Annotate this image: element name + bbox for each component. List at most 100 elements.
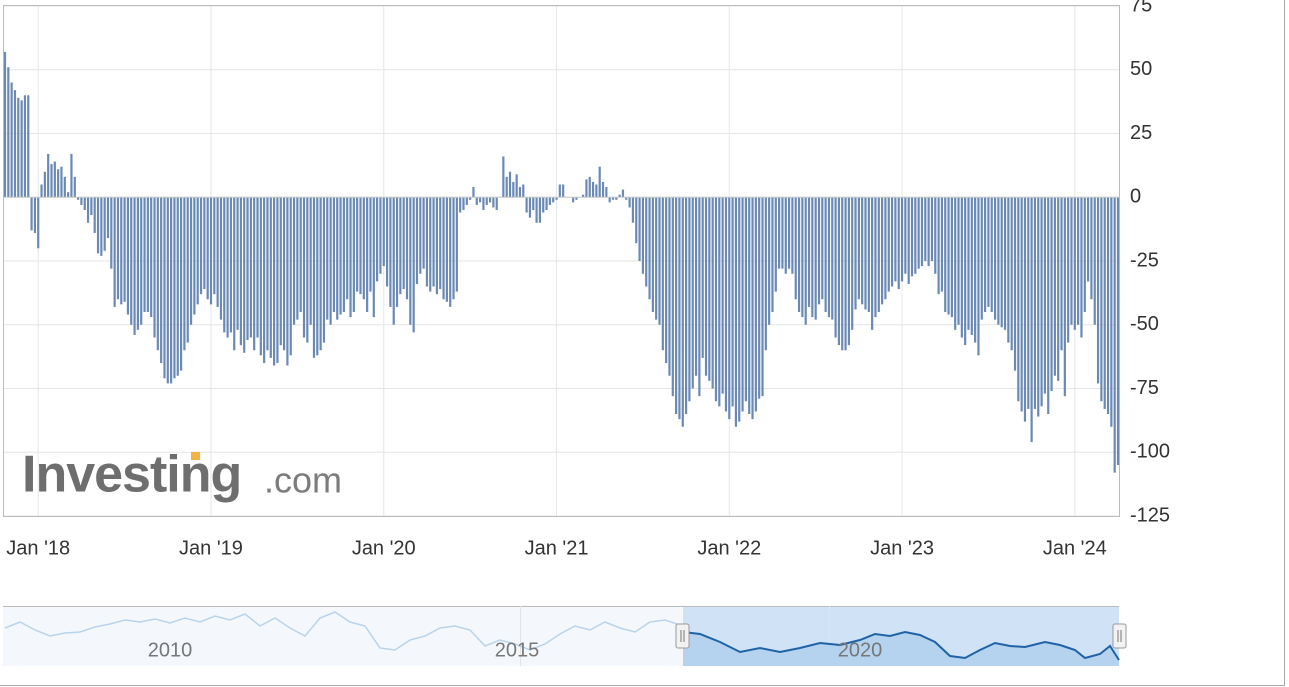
bar (638, 197, 641, 261)
bar (203, 197, 206, 290)
bar (1057, 197, 1060, 381)
bar (960, 197, 963, 338)
bar (23, 95, 27, 198)
bar (465, 197, 468, 205)
bar (186, 197, 189, 343)
bar (591, 181, 595, 198)
bar (797, 197, 801, 312)
bar (482, 197, 485, 210)
bar (173, 197, 176, 379)
bar (123, 197, 126, 302)
bar (628, 197, 631, 208)
bar (1073, 197, 1076, 330)
bar (525, 197, 528, 213)
bar (681, 197, 684, 427)
bar (1116, 197, 1120, 465)
x-tick-label: Jan '21 (525, 537, 589, 559)
bar (233, 197, 236, 351)
navigator-label: 2010 (148, 639, 193, 661)
bar (17, 97, 20, 198)
bar (598, 166, 601, 198)
bar (243, 197, 246, 353)
bar (814, 197, 817, 320)
bar (585, 179, 588, 198)
bar (954, 197, 957, 330)
bar (302, 197, 306, 338)
bar (811, 197, 814, 318)
bar (1106, 197, 1110, 414)
bar (532, 197, 535, 210)
bar (319, 197, 322, 351)
bar (572, 197, 575, 203)
bar (708, 197, 711, 381)
bar (63, 176, 66, 198)
bar (442, 197, 445, 300)
bar (435, 197, 439, 295)
bar (980, 197, 983, 320)
bar (668, 197, 671, 376)
bar (1060, 197, 1063, 351)
bar (1063, 197, 1066, 397)
bar (877, 197, 880, 312)
bar (678, 197, 681, 420)
bar (917, 197, 920, 269)
bar (372, 197, 375, 318)
bar (286, 197, 289, 366)
bar (249, 197, 252, 338)
bar (146, 197, 149, 312)
bar (671, 197, 674, 397)
x-tick-label: Jan '20 (352, 537, 416, 559)
bar (1070, 197, 1073, 325)
bar (299, 197, 302, 312)
bar (213, 197, 216, 295)
bar (518, 187, 522, 198)
bar (575, 197, 578, 200)
bar (322, 197, 326, 343)
bar (495, 197, 498, 210)
bar (1037, 197, 1040, 417)
bar (160, 197, 163, 363)
bar (156, 197, 159, 351)
bar (528, 197, 532, 218)
bar (787, 197, 791, 269)
y-tick-label: 50 (1130, 58, 1152, 80)
bar (1080, 197, 1083, 338)
bar (113, 197, 116, 307)
bar (1000, 197, 1003, 328)
bar (236, 197, 239, 330)
bar (781, 197, 784, 269)
bar (239, 197, 242, 346)
bar (508, 171, 512, 198)
navigator-handle-right[interactable] (1112, 623, 1127, 649)
bar (3, 51, 7, 198)
bar (140, 197, 143, 325)
bar (844, 197, 847, 351)
bar (1033, 197, 1037, 409)
bar (512, 181, 515, 198)
bar (1096, 197, 1100, 384)
bar (741, 197, 744, 412)
bar (1090, 197, 1093, 300)
bar (30, 197, 33, 231)
bar (611, 197, 615, 200)
bar (216, 197, 219, 307)
bar (296, 197, 299, 320)
bar (83, 197, 86, 210)
watermark: Investing .com (22, 446, 342, 504)
bar (196, 197, 199, 305)
bar (1100, 197, 1103, 402)
bar (1053, 197, 1056, 376)
navigator-handle-left[interactable] (675, 623, 690, 649)
bar (751, 197, 754, 420)
bar (867, 197, 870, 312)
bar (990, 197, 993, 312)
bar (1113, 197, 1116, 473)
bar (439, 197, 442, 290)
bar (126, 197, 130, 315)
bar (562, 184, 565, 198)
bar (914, 197, 917, 274)
bar (110, 197, 113, 269)
bar (253, 197, 256, 351)
bar (764, 197, 767, 351)
bar (641, 197, 644, 274)
